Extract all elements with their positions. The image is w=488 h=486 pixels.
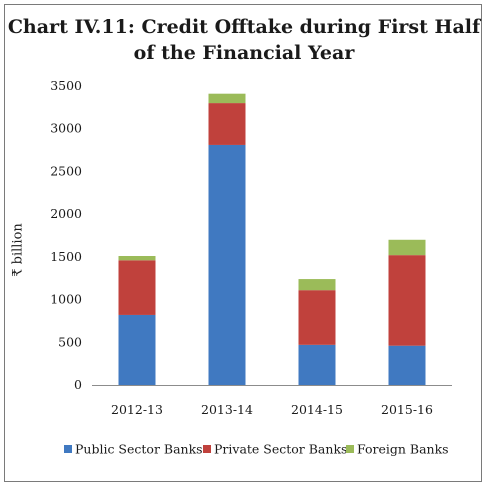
bar-segment-public-sector-banks xyxy=(118,314,156,385)
legend: Public Sector Banks Private Sector Banks F… xyxy=(64,442,449,457)
y-tick-label: 2500 xyxy=(50,163,82,178)
bar-segment-public-sector-banks xyxy=(388,345,426,385)
y-tick-label: 1000 xyxy=(50,292,82,307)
x-tick-label: 2014-15 xyxy=(291,402,343,417)
chart-title-line-2: of the Financial Year xyxy=(133,42,355,64)
legend-swatch-private-sector-banks xyxy=(203,445,211,453)
y-tick-label: 1500 xyxy=(50,249,82,264)
bar-segment-private-sector-banks xyxy=(208,103,246,145)
x-axis-ticks: 2012-13 2013-14 2014-15 2015-16 xyxy=(111,402,433,417)
bar-segment-public-sector-banks xyxy=(208,144,246,385)
bar-segment-public-sector-banks xyxy=(298,344,336,385)
bar-segment-foreign-banks xyxy=(388,239,426,256)
y-tick-label: 0 xyxy=(74,377,82,392)
legend-label-foreign-banks: Foreign Banks xyxy=(357,442,449,457)
bar-segment-private-sector-banks xyxy=(118,260,156,315)
bar-segment-foreign-banks xyxy=(298,279,336,291)
bars xyxy=(118,93,426,385)
x-tick-label: 2015-16 xyxy=(381,402,433,417)
x-tick-label: 2012-13 xyxy=(111,402,163,417)
legend-swatch-foreign-banks xyxy=(346,445,354,453)
legend-swatch-public-sector-banks xyxy=(64,445,72,453)
bar-segment-foreign-banks xyxy=(208,93,246,104)
y-tick-label: 500 xyxy=(58,334,82,349)
legend-label-private-sector-banks: Private Sector Banks xyxy=(214,442,347,457)
y-tick-label: 3000 xyxy=(50,121,82,136)
legend-label-public-sector-banks: Public Sector Banks xyxy=(75,442,203,457)
bar-segment-private-sector-banks xyxy=(298,290,336,345)
x-tick-label: 2013-14 xyxy=(201,402,253,417)
y-tick-label: 3500 xyxy=(50,78,82,93)
chart-title: Chart IV.11: Credit Offtake during First… xyxy=(0,14,488,66)
chart-title-line-1: Chart IV.11: Credit Offtake during First… xyxy=(7,16,481,38)
bar-segment-private-sector-banks xyxy=(388,255,426,346)
y-axis-ticks: 0 500 1000 1500 2000 2500 3000 3500 xyxy=(50,78,82,392)
bar-segment-foreign-banks xyxy=(118,256,156,261)
y-tick-label: 2000 xyxy=(50,206,82,221)
